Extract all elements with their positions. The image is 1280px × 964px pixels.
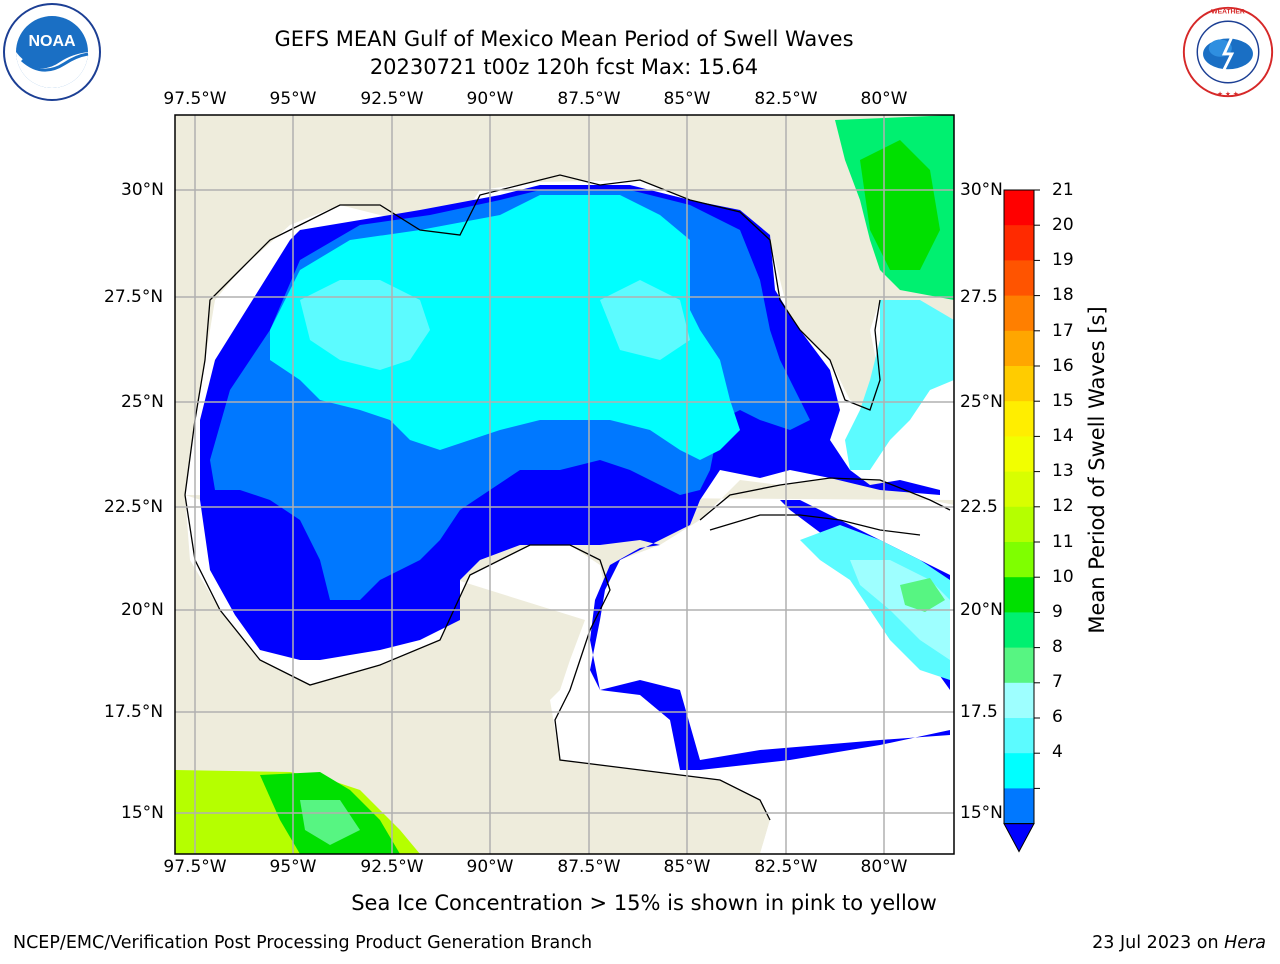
caribbean-9s-patch: [900, 578, 945, 612]
map-frame: [174, 114, 955, 855]
colorbar-segment: [1004, 577, 1034, 613]
svg-text:★ ★ ★: ★ ★ ★: [1217, 90, 1239, 98]
noaa-logo: NOAA: [3, 3, 101, 101]
lat-label-right: 27.5: [960, 287, 998, 307]
colorbar-segment: [1004, 295, 1034, 332]
lon-label-bottom: 85°W: [663, 857, 711, 877]
lat-label-right: 17.5: [960, 702, 998, 722]
colorbar-tick-label: 21: [1052, 180, 1074, 200]
lon-label-top: 97.5°W: [163, 89, 227, 109]
colorbar-tick-label: 19: [1052, 250, 1074, 270]
colorbar-tick-label: 15: [1052, 391, 1074, 411]
map-subtitle: 20230721 t00z 120h fcst Max: 15.64: [369, 55, 759, 79]
colorbar-tick-label: 7: [1052, 672, 1063, 692]
lat-label-right: 20°N: [960, 600, 1003, 620]
swell-6s-band: [270, 195, 740, 460]
colorbar-tick-label: 18: [1052, 285, 1074, 305]
footer-credit: NCEP/EMC/Verification Post Processing Pr…: [13, 933, 593, 953]
colorbar-tick-label: 12: [1052, 496, 1074, 516]
lon-label-bottom: 80°W: [860, 857, 908, 877]
nws-logo: WEATHER ★ ★ ★: [1182, 6, 1274, 98]
lon-label-bottom: 92.5°W: [360, 857, 424, 877]
lat-label-left: 25°N: [121, 392, 164, 412]
lon-label-top: 95°W: [269, 89, 317, 109]
colorbar-segment: [1004, 225, 1034, 261]
lat-label-left: 22.5°N: [104, 497, 164, 517]
lon-label-bottom: 95°W: [269, 857, 317, 877]
colorbar-segment: [1004, 718, 1034, 754]
footer-date: 23 Jul 2023 on Hera: [1092, 933, 1266, 953]
colorbar-segment: [1004, 753, 1034, 789]
lon-label-top: 90°W: [466, 89, 514, 109]
colorbar-tick-label: 20: [1052, 215, 1074, 235]
colorbar-tick-label: 16: [1052, 356, 1074, 376]
lat-label-left: 20°N: [121, 600, 164, 620]
caribbean-6s-band: [800, 525, 950, 680]
lat-label-left: 17.5°N: [104, 702, 164, 722]
lon-label-bottom: 82.5°W: [754, 857, 818, 877]
colorbar-tick-label: 6: [1052, 707, 1063, 727]
lat-label-left: 30°N: [121, 180, 164, 200]
footer-date-text: 23 Jul 2023 on: [1092, 933, 1225, 953]
graticule: [175, 115, 954, 854]
noaa-logo-text: NOAA: [28, 33, 76, 50]
colorbar-segment: [1004, 542, 1034, 578]
colorbar-segment: [1004, 506, 1034, 543]
lon-label-top: 87.5°W: [557, 89, 621, 109]
colorbar: [1003, 189, 1040, 853]
pacific-8s-patch: [300, 800, 360, 845]
colorbar-segment: [1004, 647, 1034, 684]
svg-text:WEATHER: WEATHER: [1211, 9, 1245, 16]
colorbar-tick-label: 13: [1052, 461, 1074, 481]
colorbar-segment: [1004, 436, 1034, 473]
colorbar-segment: [1004, 682, 1034, 719]
lon-label-top: 92.5°W: [360, 89, 424, 109]
colorbar-tick-label: 9: [1052, 602, 1063, 622]
colorbar-segment: [1004, 330, 1034, 367]
footer-host: Hera: [1224, 933, 1266, 953]
colorbar-tick-label: 14: [1052, 426, 1074, 446]
lat-label-right: 25°N: [960, 392, 1003, 412]
swell-7s-patch-2: [600, 280, 690, 360]
colorbar-tick-label: 4: [1052, 742, 1063, 762]
colorbar-title: Mean Period of Swell Waves [s]: [1085, 306, 1109, 634]
yucatan-coastline: [184, 494, 771, 821]
cuba-coastline: [699, 477, 951, 521]
ice-note: Sea Ice Concentration > 15% is shown in …: [351, 891, 937, 915]
colorbar-extend-arrow: [1003, 823, 1035, 853]
lat-label-right: 22.5: [960, 497, 998, 517]
lon-label-top: 85°W: [663, 89, 711, 109]
swell-7s-patch: [300, 280, 430, 370]
atlantic-6s-band: [845, 300, 954, 470]
lat-label-left: 15°N: [121, 803, 164, 823]
colorbar-segment: [1004, 401, 1034, 437]
gulf-coastline: [184, 174, 881, 496]
lon-label-top: 80°W: [860, 89, 908, 109]
colorbar-segment: [1004, 366, 1034, 402]
colorbar-segment: [1004, 260, 1034, 297]
colorbar-tick-label: 11: [1052, 532, 1074, 552]
colorbar-tick-label: 8: [1052, 637, 1063, 657]
lon-label-top: 82.5°W: [754, 89, 818, 109]
colorbar-tick-label: 10: [1052, 567, 1074, 587]
lat-label-left: 27.5°N: [104, 287, 164, 307]
colorbar-segment: [1004, 190, 1034, 226]
lon-label-bottom: 87.5°W: [557, 857, 621, 877]
map-title: GEFS MEAN Gulf of Mexico Mean Period of …: [274, 27, 854, 51]
lat-label-right: 15°N: [960, 803, 1003, 823]
colorbar-segment: [1004, 788, 1034, 825]
atlantic-11s-patch: [860, 140, 940, 270]
lat-label-right: 30°N: [960, 180, 1003, 200]
lon-label-bottom: 90°W: [466, 857, 514, 877]
colorbar-tick-label: 17: [1052, 321, 1074, 341]
colorbar-segment: [1004, 471, 1034, 508]
cuba-south-coastline: [709, 514, 921, 536]
lon-label-bottom: 97.5°W: [163, 857, 227, 877]
colorbar-segment: [1004, 612, 1034, 649]
